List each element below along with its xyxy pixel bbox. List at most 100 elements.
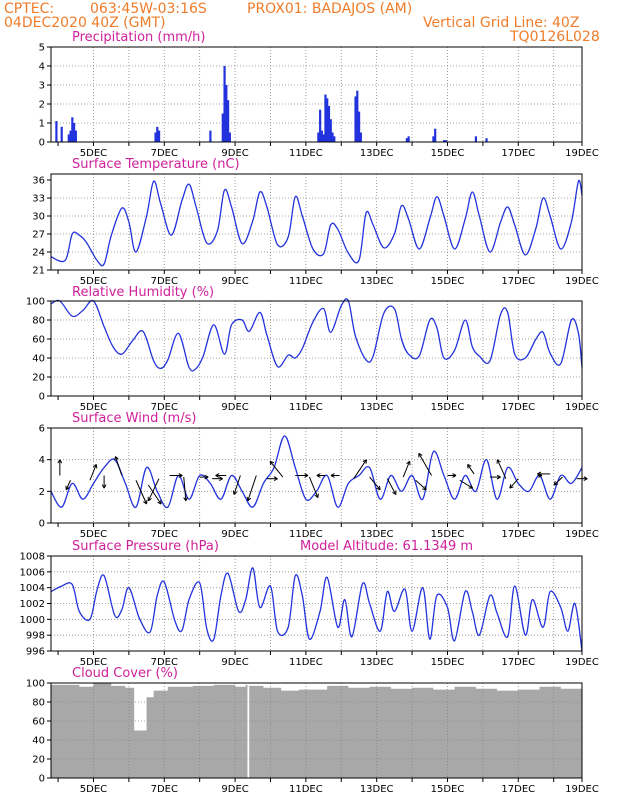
cloud-xtick-label: 11DEC <box>289 784 323 795</box>
cloud-xtick-label: 5DEC <box>80 784 107 795</box>
cloud-panel: Cloud Cover (%) 0 20 40 60 80 100 5DEC 7DEC 9DEC 1… <box>26 666 599 795</box>
cloud-xtick-label: 7DEC <box>151 784 178 795</box>
press-xtick-label: 15DEC <box>431 657 465 668</box>
precip-bar <box>485 138 488 142</box>
precip-bar <box>407 136 410 142</box>
temp-ytick-label: 33 <box>32 194 45 205</box>
header-run: 04DEC2020 40Z (GMT) <box>4 15 166 31</box>
wind-arrow-head <box>496 459 501 464</box>
temp-xtick-label: 9DEC <box>221 276 248 287</box>
rh-xtick-label: 9DEC <box>221 402 248 413</box>
wind-panel: Surface Wind (m/s) 0 2 4 6 5DEC 7DEC 9DEC 11DEC 1… <box>39 411 599 540</box>
wind-arrow <box>386 478 397 495</box>
precip-xtick-label: 13DEC <box>360 148 394 159</box>
precip-xtick-label: 9DEC <box>221 148 248 159</box>
precip-title: Precipitation (mm/h) <box>72 30 205 45</box>
rh-xtick-label: 11DEC <box>289 402 323 413</box>
wind-arrow-head <box>65 485 70 491</box>
wind-arrow-head <box>57 459 63 464</box>
precip-bar <box>71 117 74 142</box>
wind-arrow <box>418 453 432 476</box>
precip-xtick-label: 7DEC <box>151 148 178 159</box>
wind-arrow <box>247 475 257 501</box>
precip-panel: Precipitation (mm/h) 0 1 2 3 4 5 5DEC 7DEC 9DEC 11… <box>39 30 599 159</box>
precip-xtick-label: 19DEC <box>565 148 599 159</box>
wind-arrow <box>496 459 507 479</box>
precip-bar <box>60 126 63 142</box>
wind-arrow-head <box>273 476 278 482</box>
cloud-ytick-label: 20 <box>32 755 45 766</box>
wind-arrow-head <box>114 456 119 461</box>
wind-frame <box>50 427 583 524</box>
header-location: PROX01: BADAJOS (AM) <box>247 1 413 17</box>
wind-arrow-head <box>92 464 98 469</box>
precip-bar <box>432 136 435 142</box>
header-grid-note: Vertical Grid Line: 40Z <box>423 15 580 31</box>
temp-ytick-label: 21 <box>32 266 45 277</box>
cloud-xtick-label: 17DEC <box>501 784 535 795</box>
press-xtick-label: 19DEC <box>565 657 599 668</box>
press-xtick-label: 11DEC <box>289 657 323 668</box>
precip-bar <box>329 119 332 142</box>
wind-ytick-label: 0 <box>39 519 45 530</box>
precip-bar <box>327 105 331 142</box>
wind-arrow-head <box>509 484 514 489</box>
temp-xtick-label: 7DEC <box>151 276 178 287</box>
precip-bar <box>442 140 446 142</box>
wind-arrow-head <box>330 473 335 478</box>
precip-bar <box>474 136 477 142</box>
wind-ytick-label: 2 <box>39 487 45 498</box>
precip-bar <box>156 126 159 142</box>
precip-bar <box>317 132 320 142</box>
wind-arrow <box>89 464 97 481</box>
wind-xtick-label: 11DEC <box>289 529 323 540</box>
wind-arrow <box>233 475 241 495</box>
press-ytick-label: 1002 <box>20 599 45 610</box>
temp-frame <box>50 173 583 271</box>
wind-arrow-head <box>204 474 209 480</box>
rh-frame <box>50 300 583 397</box>
wind-arrow <box>147 484 162 505</box>
press-xtick-label: 7DEC <box>151 657 178 668</box>
temp-ytick-label: 30 <box>32 212 45 223</box>
wind-arrow <box>114 456 123 476</box>
wind-ytick-label: 6 <box>39 424 45 435</box>
wind-arrow-head <box>232 490 238 495</box>
rh-panel: Relative Humidity (%) 0 20 40 60 80 100 5DEC 7DE… <box>26 285 599 413</box>
press-xtick-label: 13DEC <box>360 657 394 668</box>
press-ytick-label: 996 <box>26 647 45 658</box>
wind-arrow-head <box>143 499 148 505</box>
precip-bar <box>434 128 437 142</box>
rh-xtick-label: 19DEC <box>565 402 599 413</box>
press-title: Surface Pressure (hPa) <box>72 539 219 554</box>
wind-arrow-head <box>468 484 474 489</box>
wind-arrow-head <box>147 496 152 502</box>
cloud-ytick-label: 60 <box>32 717 45 728</box>
precip-bar <box>322 134 325 142</box>
precip-bar <box>359 132 362 142</box>
precip-bar <box>356 90 359 142</box>
wind-arrow-head <box>406 460 411 466</box>
press-xtick-label: 17DEC <box>501 657 535 668</box>
wind-arrow <box>183 477 187 501</box>
precip-bar <box>67 134 70 142</box>
wind-xtick-label: 7DEC <box>151 529 178 540</box>
precip-bar <box>74 130 77 142</box>
wind-arrow-head <box>101 484 107 489</box>
rh-xtick-label: 7DEC <box>151 402 178 413</box>
press-panel: Surface Pressure (hPa) Model Altitude: 61… <box>20 539 599 668</box>
wind-xtick-label: 17DEC <box>501 529 535 540</box>
wind-arrow-head <box>422 485 427 491</box>
wind-arrow-head <box>553 481 559 486</box>
press-xtick-label: 9DEC <box>221 657 248 668</box>
wind-arrow-head <box>392 490 397 495</box>
precip-bar <box>319 109 322 142</box>
wind-arrow-head <box>218 476 223 482</box>
wind-arrow <box>353 459 367 479</box>
press-ytick-label: 1000 <box>20 615 45 626</box>
precip-bar <box>225 85 228 142</box>
precip-bar <box>326 98 329 142</box>
header-coords: 063:45W-03:16S <box>90 1 207 17</box>
cloud-frame <box>50 682 583 779</box>
precip-bar <box>320 130 324 142</box>
